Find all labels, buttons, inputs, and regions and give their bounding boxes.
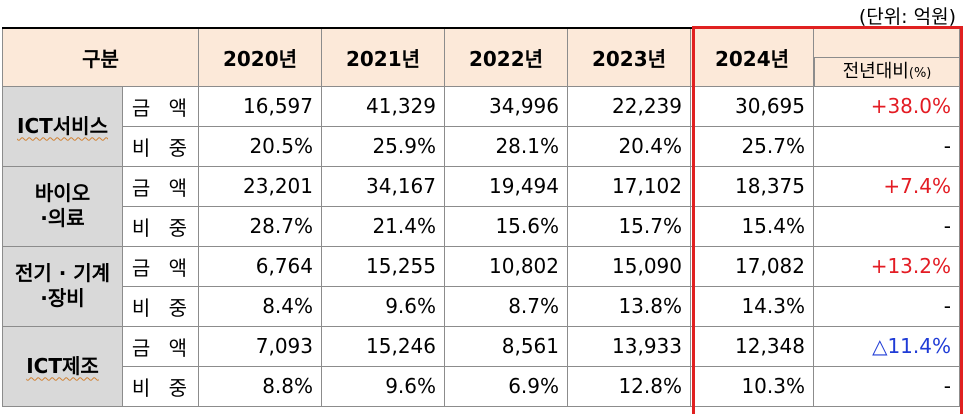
row-category: 바이오 ·의료	[2, 165, 123, 247]
share-cell: 8.8%	[198, 365, 322, 407]
header-year-2024: 2024년	[690, 27, 814, 87]
share-cell: 25.7%	[690, 125, 814, 167]
amount-cell: 10,802	[444, 245, 568, 287]
share-change-cell: -	[813, 125, 960, 167]
amount-cell: 16,597	[198, 85, 322, 127]
amount-label: 금 액	[122, 325, 199, 367]
row-category: ICT서비스	[2, 85, 123, 167]
amount-cell: 8,561	[444, 325, 568, 367]
amount-cell: 7,093	[198, 325, 322, 367]
amount-cell: 17,102	[567, 165, 691, 207]
amount-cell: 15,090	[567, 245, 691, 287]
share-label: 비 중	[122, 285, 199, 327]
header-year-2022: 2022년	[444, 27, 568, 87]
share-cell: 13.8%	[567, 285, 691, 327]
amount-cell: 22,239	[567, 85, 691, 127]
share-cell: 28.1%	[444, 125, 568, 167]
table-body: ICT서비스 금 액 16,597 41,329 34,996 22,239 30,695 +…	[2, 85, 960, 407]
share-cell: 10.3%	[690, 365, 814, 407]
share-change-cell: -	[813, 285, 960, 327]
table-row: 비 중 20.5% 25.9% 28.1% 20.4% 25.7% -	[3, 125, 960, 167]
share-cell: 9.6%	[321, 285, 445, 327]
table-row: 비 중 28.7% 21.4% 15.6% 15.7% 15.4% -	[3, 205, 960, 247]
amount-cell: 23,201	[198, 165, 322, 207]
share-cell: 20.4%	[567, 125, 691, 167]
amount-label: 금 액	[122, 85, 199, 127]
amount-label: 금 액	[122, 165, 199, 207]
share-cell: 9.6%	[321, 365, 445, 407]
share-cell: 15.4%	[690, 205, 814, 247]
unit-note: (단위: 억원)	[858, 6, 956, 28]
share-label: 비 중	[122, 365, 199, 407]
header-row: 구분 2020년 2021년 2022년 2023년 2024년 전년대비(%)	[2, 27, 960, 87]
share-cell: 8.7%	[444, 285, 568, 327]
header-yoy-label: 전년대비	[842, 60, 909, 82]
table-row: 바이오 ·의료 금 액 23,201 34,167 19,494 17,102 18,375…	[2, 165, 960, 247]
header-yoy: 전년대비(%)	[814, 56, 960, 87]
row-category: ICT제조	[2, 325, 123, 407]
amount-cell: 19,494	[444, 165, 568, 207]
amount-cell: 34,996	[444, 85, 568, 127]
amount-cell: 13,933	[567, 325, 691, 367]
row-category: 전기 · 기계 ·장비	[2, 245, 123, 327]
table-row: ICT서비스 금 액 16,597 41,329 34,996 22,239 30,695 +…	[2, 85, 960, 167]
share-label: 비 중	[122, 125, 199, 167]
amount-cell: 18,375	[690, 165, 814, 207]
share-change-cell: -	[813, 205, 960, 247]
amount-change-cell: +38.0%	[813, 85, 960, 127]
table-row: ICT제조 금 액 7,093 15,246 8,561 13,933 12,348 △11.…	[2, 325, 960, 407]
table-row: 비 중 8.8% 9.6% 6.9% 12.8% 10.3% -	[3, 365, 960, 407]
share-cell: 28.7%	[198, 205, 322, 247]
table-row: 비 중 8.4% 9.6% 8.7% 13.8% 14.3% -	[3, 285, 960, 327]
header-yoy-cell: 전년대비(%)	[813, 27, 960, 87]
amount-change-cell: +13.2%	[813, 245, 960, 287]
share-cell: 21.4%	[321, 205, 445, 247]
amount-change-cell: △11.4%	[813, 325, 960, 367]
amount-cell: 41,329	[321, 85, 445, 127]
share-cell: 6.9%	[444, 365, 568, 407]
amount-cell: 6,764	[198, 245, 322, 287]
share-label: 비 중	[122, 205, 199, 247]
table-row: 전기 · 기계 ·장비 금 액 6,764 15,255 10,802 15,090 17,…	[2, 245, 960, 327]
amount-cell: 15,255	[321, 245, 445, 287]
share-cell: 20.5%	[198, 125, 322, 167]
amount-cell: 30,695	[690, 85, 814, 127]
header-year-2021: 2021년	[321, 27, 445, 87]
amount-cell: 12,348	[690, 325, 814, 367]
share-cell: 8.4%	[198, 285, 322, 327]
amount-label: 금 액	[122, 245, 199, 287]
investment-table: 구분 2020년 2021년 2022년 2023년 2024년 전년대비(%)…	[2, 27, 960, 407]
share-cell: 25.9%	[321, 125, 445, 167]
share-change-cell: -	[813, 365, 960, 407]
share-cell: 12.8%	[567, 365, 691, 407]
share-cell: 15.7%	[567, 205, 691, 247]
share-cell: 14.3%	[690, 285, 814, 327]
header-year-2020: 2020년	[198, 27, 322, 87]
amount-cell: 34,167	[321, 165, 445, 207]
header-yoy-unit: (%)	[908, 65, 932, 81]
amount-change-cell: +7.4%	[813, 165, 960, 207]
amount-cell: 17,082	[690, 245, 814, 287]
share-cell: 15.6%	[444, 205, 568, 247]
header-category: 구분	[2, 27, 199, 87]
amount-cell: 15,246	[321, 325, 445, 367]
header-year-2023: 2023년	[567, 27, 691, 87]
